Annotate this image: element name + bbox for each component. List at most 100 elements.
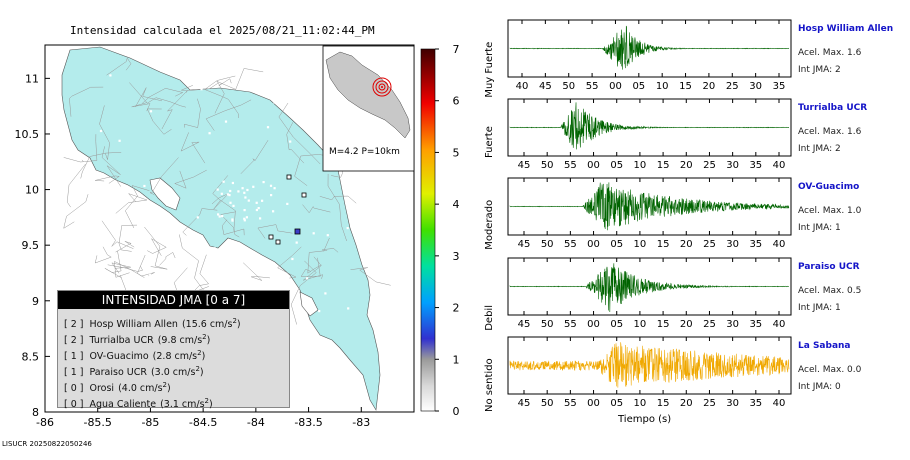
intensity-colorbar: 7 6 5 4 3 2 1 0 Muy Fuerte Fuerte Moderado Debil No…	[420, 42, 495, 418]
station-marker-william-allen	[294, 228, 301, 235]
road	[80, 152, 122, 179]
time-tick-label: 05	[610, 398, 623, 409]
legend-close: )	[199, 367, 204, 379]
road	[69, 86, 104, 117]
map-x-tick-label: -83.5	[294, 416, 322, 429]
road	[327, 173, 347, 242]
town	[247, 199, 250, 202]
town	[208, 132, 211, 135]
time-tick-label: 10	[634, 239, 647, 250]
legend-close: )	[236, 319, 241, 331]
town	[196, 216, 199, 219]
colorbar-categories: Muy Fuerte Fuerte Moderado Debil No sentido	[484, 42, 495, 412]
colorbar-tick-label: 3	[453, 250, 460, 263]
road	[294, 154, 329, 186]
station-jma: Int JMA: 2	[798, 65, 841, 75]
road	[159, 252, 176, 266]
road	[286, 122, 305, 164]
legend-station: Agua Caliente	[89, 399, 157, 411]
road	[101, 220, 134, 249]
time-tick-label: 00	[587, 160, 600, 171]
legend-station: Turrialba UCR	[89, 335, 154, 347]
town	[272, 210, 275, 213]
time-tick-label: 25	[703, 160, 716, 171]
town	[221, 215, 224, 218]
road	[350, 267, 391, 286]
time-tick-label: 00	[609, 81, 622, 92]
town	[273, 187, 276, 190]
inset-epicenter-dot	[381, 86, 383, 88]
legend-title: INTENSIDAD JMA [0 a 7]	[58, 291, 289, 309]
station-name: Hosp William Allen	[798, 24, 894, 34]
town	[149, 273, 152, 276]
time-tick-label: 20	[680, 160, 693, 171]
town	[318, 310, 321, 313]
inset-land	[325, 51, 411, 139]
colorbar-tick-label: 6	[453, 95, 460, 108]
map-y-tick-label: 11	[25, 72, 39, 85]
colorbar-category: Moderado	[484, 200, 495, 250]
map-x-tick-label: -85.5	[83, 416, 111, 429]
legend-jma: [ 2 ]	[64, 319, 84, 331]
page-title: Intensidad calculada el 2025/08/21_11:02…	[70, 24, 375, 37]
time-tick-label: 55	[564, 319, 577, 330]
legend-row: [ 0 ] Orosi (4.0 cm/s2)	[58, 377, 289, 395]
colorbar-ticks: 7 6 5 4 3 2 1 0	[435, 43, 460, 418]
legend-close: )	[201, 351, 206, 363]
time-tick-label: 55	[586, 81, 599, 92]
road	[111, 262, 131, 292]
footer-id: LISUCR 20250822050246	[2, 440, 92, 448]
road	[63, 134, 98, 163]
town	[243, 209, 246, 212]
map-x-tick-label: -85	[141, 416, 159, 429]
colorbar-tick-label: 1	[453, 353, 460, 366]
road	[180, 132, 206, 164]
town	[150, 230, 153, 233]
time-tick-label: 45	[518, 160, 531, 171]
town	[259, 217, 262, 220]
legend-unit-exp: 2	[162, 381, 168, 389]
road	[118, 224, 138, 252]
town	[286, 202, 289, 205]
legend-row: [ 2 ] Turrialba UCR (9.8 cm/s2)	[58, 329, 289, 347]
town	[243, 191, 246, 194]
town	[291, 257, 294, 261]
colorbar-category: Muy Fuerte	[484, 42, 495, 98]
legend-row: [ 1 ] Paraiso UCR (3.0 cm/s2)	[58, 361, 289, 379]
town	[105, 239, 108, 242]
legend-close: )	[167, 383, 171, 395]
time-axis-label: Tiempo (s)	[618, 414, 672, 425]
town	[118, 139, 121, 142]
legend-row: [ 0 ] Agua Caliente (3.1 cm/s2)	[58, 393, 289, 411]
inset-epicenter-ring-outer	[372, 77, 392, 97]
map-x-tick-label: -83	[352, 416, 370, 429]
time-tick-label: 50	[562, 81, 575, 92]
station-marker-guacimo	[301, 192, 307, 198]
road	[220, 211, 240, 238]
time-tick-label: 20	[680, 319, 693, 330]
town	[232, 204, 235, 207]
station-jma: Int JMA: 1	[798, 223, 841, 233]
road	[135, 87, 163, 108]
time-tick-label: 05	[610, 160, 623, 171]
road	[137, 254, 155, 277]
station-name: Paraiso UCR	[798, 262, 860, 272]
time-tick-label: 40	[516, 81, 529, 92]
town	[246, 188, 249, 192]
town	[229, 201, 232, 204]
town	[222, 180, 225, 183]
time-tick-label: 20	[680, 398, 693, 409]
road	[182, 208, 218, 236]
town	[187, 282, 190, 285]
town	[255, 208, 258, 212]
road	[212, 175, 236, 231]
station-acel: Acel. Max. 1.6	[798, 48, 862, 58]
road	[146, 108, 172, 135]
road	[277, 246, 302, 279]
road	[147, 238, 167, 256]
map-x-tick-label: -84.5	[189, 416, 217, 429]
town	[270, 194, 273, 197]
map-x-tick-label: -84	[247, 416, 265, 429]
station-name: Turrialba UCR	[798, 103, 868, 113]
